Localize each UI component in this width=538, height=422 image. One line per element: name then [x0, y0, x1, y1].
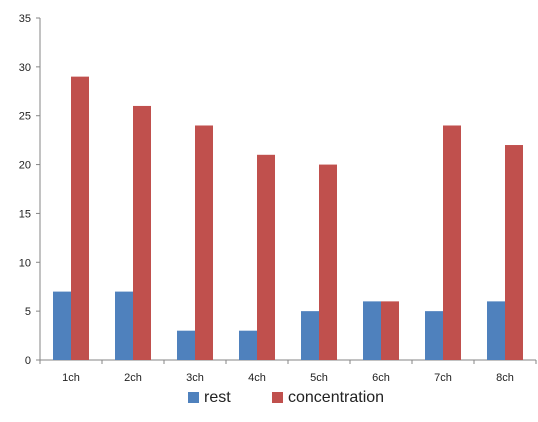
x-tick-label: 5ch — [310, 372, 328, 384]
bar-concentration-7ch — [443, 125, 461, 360]
legend-swatch-concentration — [272, 392, 283, 403]
bar-rest-8ch — [487, 301, 505, 360]
y-tick-label: 15 — [19, 208, 31, 220]
y-tick-label: 10 — [19, 257, 31, 269]
x-tick-label: 7ch — [434, 372, 452, 384]
bar-rest-4ch — [239, 330, 257, 360]
bar-concentration-8ch — [505, 145, 523, 360]
bar-rest-5ch — [301, 311, 319, 360]
legend-label-concentration: concentration — [288, 389, 384, 406]
bar-concentration-5ch — [319, 164, 337, 360]
legend: rest concentration — [188, 389, 384, 406]
y-tick-label: 5 — [25, 306, 31, 318]
bar-concentration-1ch — [71, 76, 89, 360]
x-tick-label: 1ch — [62, 372, 80, 384]
x-tick-label: 3ch — [186, 372, 204, 384]
bar-concentration-2ch — [133, 105, 151, 360]
legend-swatch-rest — [188, 392, 199, 403]
y-axis-ticks: 0 5 10 15 20 25 30 35 — [19, 13, 40, 367]
legend-label-rest: rest — [204, 389, 231, 406]
bar-concentration-6ch — [381, 301, 399, 360]
y-tick-label: 25 — [19, 111, 31, 123]
y-tick-label: 0 — [25, 355, 31, 367]
bar-concentration-4ch — [257, 154, 275, 360]
x-tick-label: 2ch — [124, 372, 142, 384]
x-tick-label: 4ch — [248, 372, 266, 384]
bar-series-group — [53, 76, 523, 360]
x-axis-ticks: 1ch 2ch 3ch 4ch 5ch 6ch 7ch 8ch — [39, 360, 537, 384]
x-tick-label: 6ch — [372, 372, 390, 384]
bar-rest-2ch — [115, 291, 133, 360]
y-tick-label: 30 — [19, 62, 31, 74]
bar-rest-3ch — [177, 330, 195, 360]
y-tick-label: 35 — [19, 13, 31, 25]
bar-rest-1ch — [53, 291, 71, 360]
bar-concentration-3ch — [195, 125, 213, 360]
bar-rest-6ch — [363, 301, 381, 360]
x-tick-label: 8ch — [496, 372, 514, 384]
bar-rest-7ch — [425, 311, 443, 360]
y-tick-label: 20 — [19, 160, 31, 172]
